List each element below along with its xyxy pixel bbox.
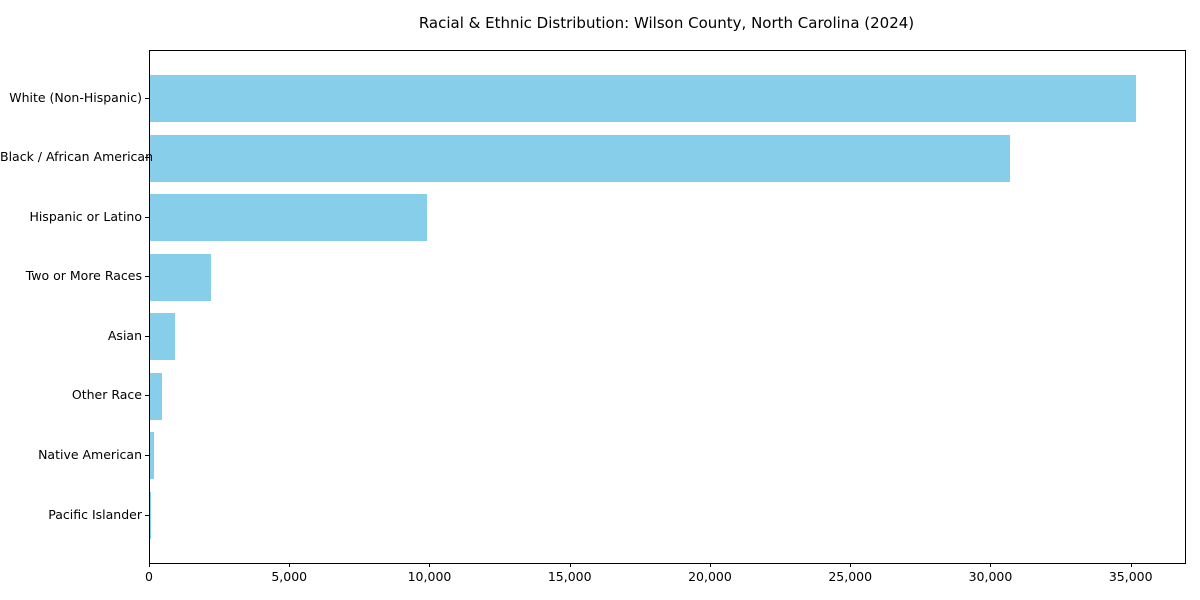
chart-title: Racial & Ethnic Distribution: Wilson Cou… — [418, 14, 915, 32]
x-tick-mark — [569, 563, 571, 567]
bar-white-non-hispanic — [150, 75, 1136, 122]
y-tick-mark — [145, 454, 149, 456]
y-tick-mark — [145, 157, 149, 159]
y-tick-label-pacific-islander: Pacific Islander — [48, 506, 142, 522]
x-tick-label: 0 — [145, 569, 153, 584]
y-tick-mark — [145, 335, 149, 337]
y-tick-label-black-african-american: Black / African American — [0, 149, 154, 165]
y-tick-mark — [145, 216, 149, 218]
x-tick-label: 25,000 — [828, 569, 873, 584]
x-tick-label: 35,000 — [1108, 569, 1153, 584]
x-tick-mark — [990, 563, 992, 567]
y-tick-label-two-or-more-races: Two or More Races — [25, 268, 142, 284]
bar-pacific-islander — [150, 492, 151, 539]
bar-other-race — [150, 372, 162, 420]
x-tick-label: 20,000 — [688, 569, 732, 584]
y-tick-label-native-american: Native American — [38, 446, 142, 462]
x-tick-mark — [709, 563, 711, 567]
x-tick-mark — [289, 563, 291, 567]
bar-asian — [150, 313, 176, 361]
bar-black-african-american — [150, 134, 1010, 182]
y-tick-mark — [145, 276, 149, 278]
y-tick-label-hispanic-or-latino: Hispanic or Latino — [29, 208, 142, 224]
bar-hispanic-or-latino — [150, 194, 427, 242]
y-tick-mark — [145, 514, 149, 516]
x-tick-mark — [149, 563, 150, 567]
x-tick-label: 15,000 — [547, 569, 592, 584]
x-tick-mark — [429, 563, 431, 567]
y-tick-mark — [145, 395, 149, 397]
bar-two-or-more-races — [150, 253, 212, 301]
plot-area — [149, 50, 1186, 564]
y-tick-mark — [145, 97, 149, 99]
x-tick-label: 30,000 — [968, 569, 1013, 584]
y-tick-label-asian: Asian — [107, 327, 142, 343]
x-tick-mark — [850, 563, 852, 567]
x-tick-mark — [1130, 563, 1132, 567]
x-tick-label: 5,000 — [271, 569, 308, 584]
y-tick-label-white-non-hispanic: White (Non-Hispanic) — [9, 89, 142, 105]
bar-native-american — [150, 432, 155, 480]
y-tick-label-other-race: Other Race — [71, 387, 142, 403]
x-tick-label: 10,000 — [407, 569, 452, 584]
